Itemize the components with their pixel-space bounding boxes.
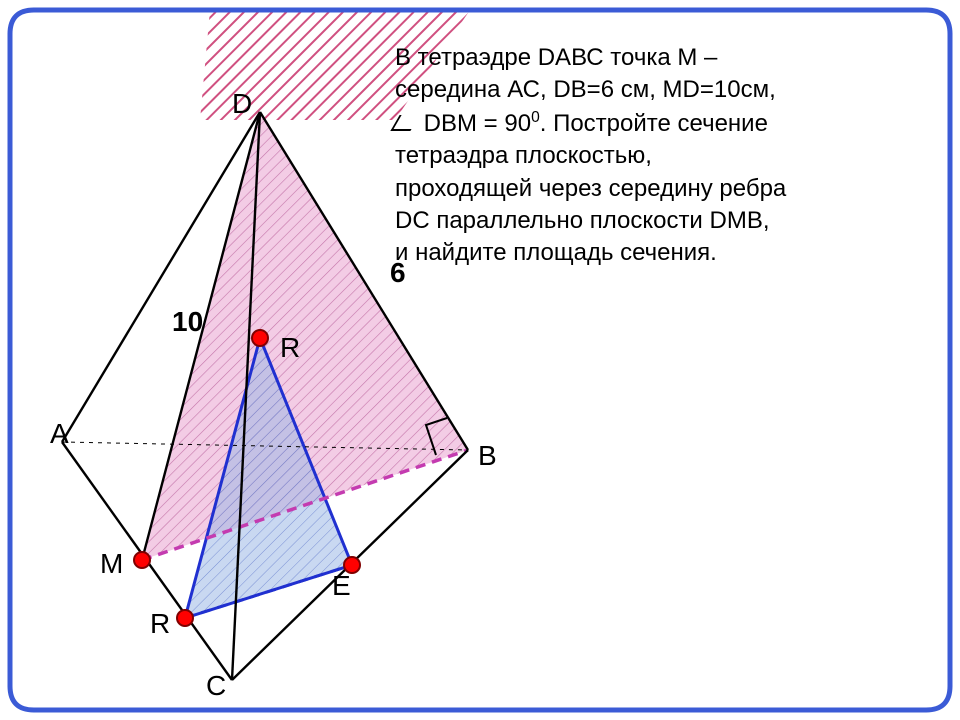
label-d: D xyxy=(232,88,252,120)
pt-l7: и найдите площадь сечения. xyxy=(395,239,717,266)
label-m: M xyxy=(100,548,123,580)
pt-l4: тетраэдра плоскостью, xyxy=(395,142,652,169)
label-c: C xyxy=(206,670,226,702)
angle-icon xyxy=(390,115,419,131)
pt-l3e: . Постройте сечение xyxy=(540,110,768,137)
label-b: B xyxy=(478,440,497,472)
pt-l2: середина АС, DВ=6 см, МD=10см, xyxy=(395,76,776,103)
value-ten: 10 xyxy=(172,306,203,338)
problem-statement: В тетраэдре DАВС точка М – середина АС, … xyxy=(395,42,950,270)
label-r-lower: R xyxy=(150,608,170,640)
pt-l6: DС параллельно плоскости DМВ, xyxy=(395,207,770,234)
label-a: A xyxy=(50,418,69,450)
pt-l3s: 0 xyxy=(531,109,540,126)
value-six: 6 xyxy=(390,257,406,289)
pt-l3a: DВМ = 90 xyxy=(424,110,531,137)
label-e: E xyxy=(332,570,351,602)
label-r-upper: R xyxy=(280,332,300,364)
pt-l1: В тетраэдре DАВС точка М – xyxy=(395,44,717,71)
pt-l5: проходящей через середину ребра xyxy=(395,175,786,202)
